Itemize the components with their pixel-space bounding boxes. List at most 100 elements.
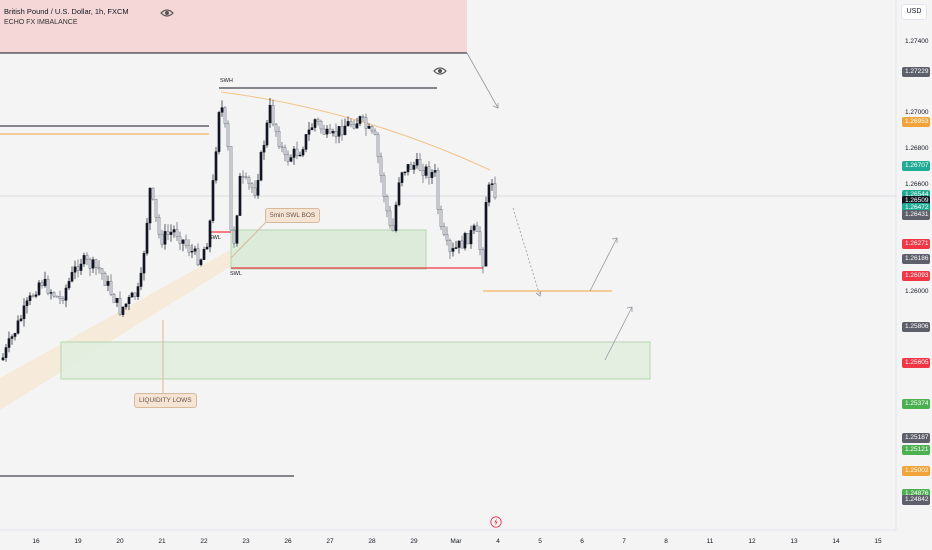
candle-body — [115, 297, 119, 303]
candle-body — [145, 222, 149, 254]
candle-body — [94, 259, 98, 268]
candle-body — [343, 125, 347, 136]
price-tag: 1.26186 — [902, 254, 930, 265]
candle-body — [157, 217, 161, 235]
price-tick-label: 1.26600 — [905, 181, 929, 188]
candle-body — [235, 215, 239, 244]
candle-body — [433, 170, 437, 173]
candle-body — [151, 187, 155, 200]
candle-body — [349, 121, 353, 126]
time-tick-label: 8 — [664, 538, 668, 545]
time-tick-label: 7 — [622, 538, 626, 545]
time-tick-label: 20 — [116, 538, 124, 545]
candle-body — [454, 247, 458, 249]
candle-body — [124, 303, 128, 308]
candle-body — [358, 116, 362, 124]
candle-body — [172, 229, 176, 233]
candle-body — [67, 281, 71, 289]
swl-label-low: SWL — [230, 271, 242, 277]
candle-body — [418, 159, 422, 171]
candle-body — [52, 292, 56, 297]
candle-body — [82, 255, 86, 265]
candle-body — [442, 226, 446, 235]
candle-body — [373, 130, 377, 135]
candle-body — [475, 225, 479, 232]
eye-icon[interactable] — [160, 8, 174, 18]
candle-body — [292, 148, 296, 158]
candle-body — [238, 175, 242, 216]
price-tag: 1.26093 — [902, 270, 930, 281]
candle-body — [439, 209, 443, 227]
candle-body — [16, 320, 20, 334]
candle-body — [34, 294, 38, 297]
candle-body — [283, 147, 287, 155]
price-tick-label: 1.26800 — [905, 145, 929, 153]
candle-body — [322, 128, 326, 135]
candle-body — [154, 198, 158, 218]
time-tick-label: 26 — [284, 538, 292, 545]
price-tag: 1.26707 — [902, 160, 930, 171]
candle-body — [478, 231, 482, 250]
candle-body — [169, 231, 173, 235]
candle-body — [4, 347, 8, 358]
candle-body — [391, 224, 395, 231]
candle-body — [241, 175, 245, 178]
candle-body — [181, 239, 185, 244]
lightning-icon[interactable] — [490, 516, 502, 528]
candle-body — [25, 300, 29, 306]
price-tag: 1.27229 — [902, 67, 930, 78]
time-tick-label: 4 — [496, 538, 500, 545]
candle-body — [421, 170, 425, 176]
price-tag: 1.26431 — [902, 210, 930, 221]
candle-body — [445, 234, 449, 241]
candle-body — [139, 272, 143, 287]
time-tick-label: 23 — [242, 538, 250, 545]
candle-body — [106, 280, 110, 286]
candle-body — [376, 134, 380, 157]
rising-channel — [0, 250, 238, 410]
candle-body — [190, 251, 194, 253]
time-tick-label: 19 — [74, 538, 82, 545]
candle-body — [397, 182, 401, 206]
candle-body — [202, 249, 206, 260]
price-tag: 1.24842 — [902, 494, 930, 505]
candle-body — [280, 146, 284, 148]
swh-label: SWH — [220, 78, 233, 84]
candle-body — [91, 259, 95, 269]
supply-zone — [0, 0, 467, 53]
candle-body — [361, 116, 365, 118]
bos-callout[interactable]: 5min SWL BOS — [265, 208, 321, 223]
candle-body — [409, 164, 413, 170]
candle-body — [40, 282, 44, 287]
price-tag: 1.25187 — [902, 432, 930, 443]
candle-body — [436, 170, 440, 210]
candle-body — [379, 156, 383, 176]
candle-body — [466, 233, 470, 245]
candle-body — [331, 131, 335, 134]
candle-body — [415, 159, 419, 166]
time-tick-label: Mar — [450, 538, 462, 545]
candle-body — [229, 146, 233, 231]
candle-body — [142, 253, 146, 274]
candle-body — [19, 318, 23, 321]
candle-body — [118, 297, 122, 315]
candle-body — [127, 297, 131, 305]
candle-body — [232, 229, 236, 244]
candle-body — [259, 152, 263, 181]
candle-body — [367, 126, 371, 129]
candle-body — [100, 268, 104, 274]
candle-body — [79, 263, 83, 271]
candle-body — [73, 266, 77, 273]
currency-button[interactable]: USD — [901, 4, 927, 20]
candle-body — [88, 259, 92, 269]
candle-body — [319, 121, 323, 130]
candle-body — [43, 278, 47, 287]
eye-icon[interactable] — [433, 66, 447, 76]
candle-body — [325, 128, 329, 135]
liquidity-callout[interactable]: LIQUIDITY LOWS — [134, 393, 197, 408]
candle-body — [334, 131, 338, 137]
candle-body — [307, 129, 311, 135]
candle-body — [268, 105, 272, 124]
candle-body — [1, 357, 5, 361]
